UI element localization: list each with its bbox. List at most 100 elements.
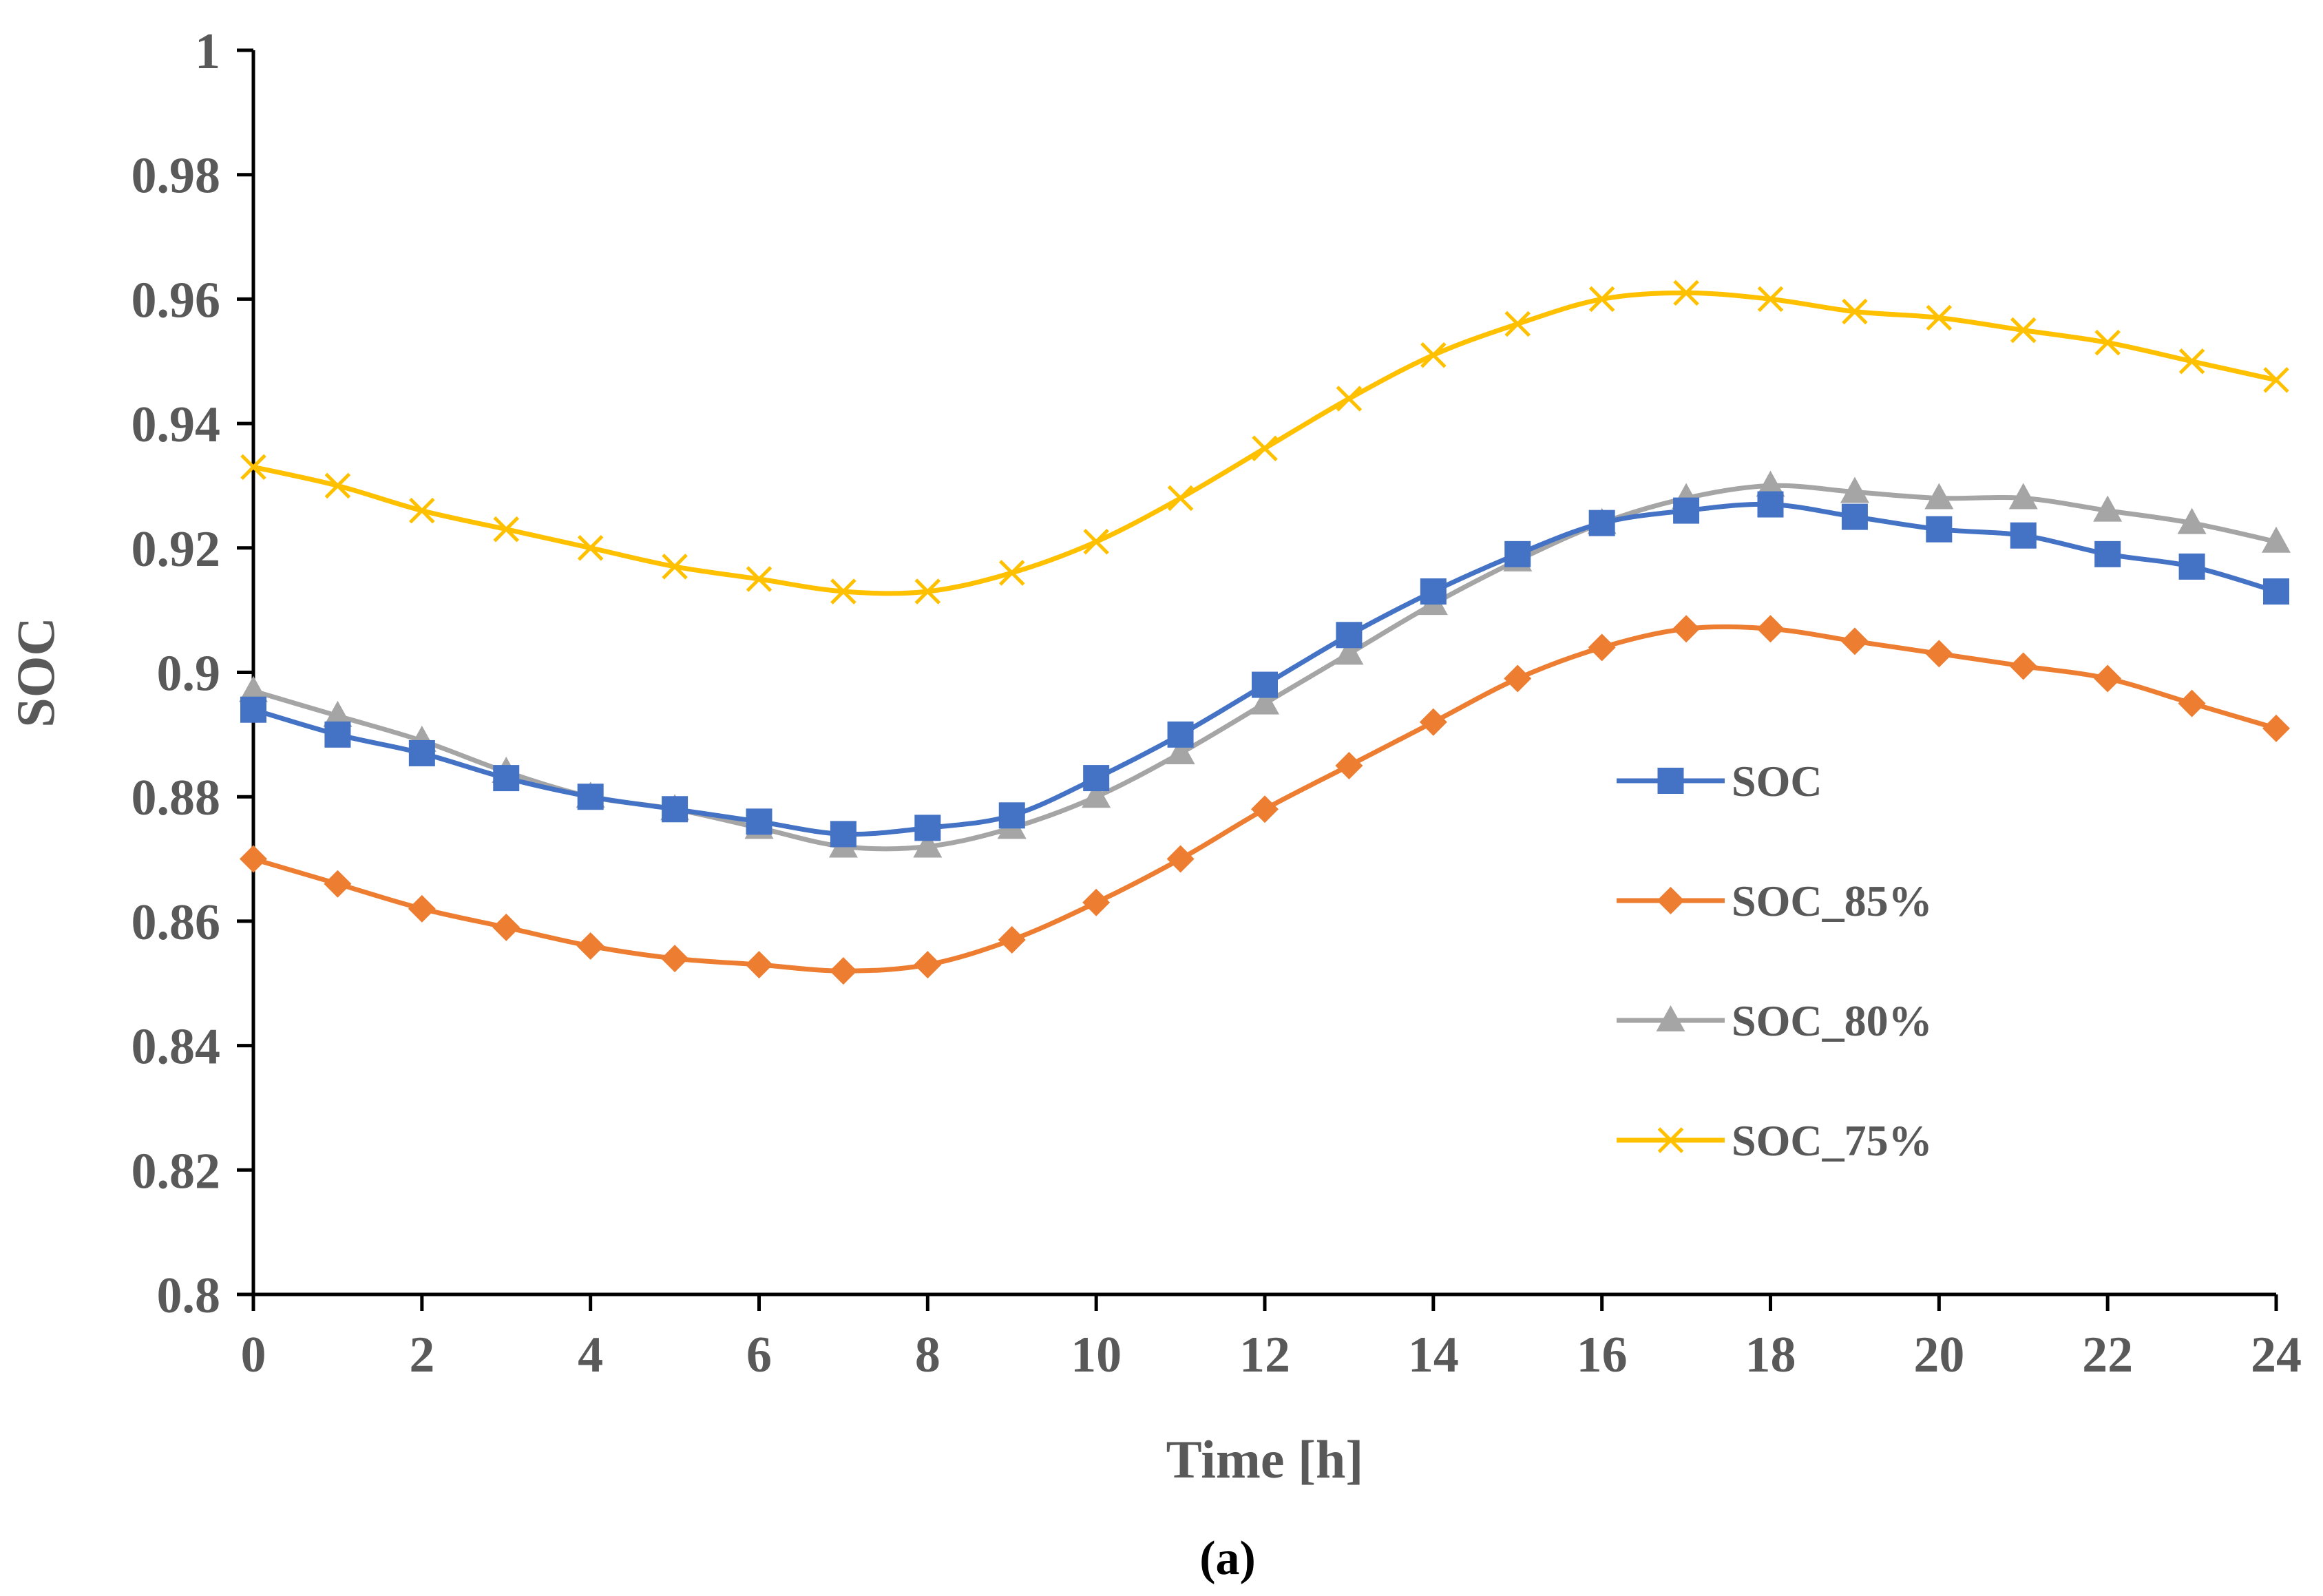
- legend-marker: [1657, 1127, 1684, 1153]
- y-tick-label: 0.84: [132, 1019, 221, 1075]
- data-point-soc-75: [1083, 528, 1109, 555]
- data-point-soc-75: [493, 516, 520, 543]
- figure-caption: (a): [1199, 1532, 1256, 1585]
- data-point-soc: [1252, 671, 1278, 698]
- legend-item-soc: SOC: [1617, 757, 1822, 806]
- data-point-soc-75: [2178, 348, 2205, 375]
- legend: SOC SOC_85% SOC_80% SOC_75%: [1617, 757, 1933, 1165]
- legend-label: SOC_85%: [1732, 876, 1933, 925]
- data-point-soc-80: [1166, 737, 1195, 764]
- series-soc: [240, 491, 2289, 848]
- data-point-soc: [1588, 510, 1615, 536]
- data-point-soc: [914, 815, 941, 841]
- data-point-soc-80: [1924, 483, 1954, 510]
- data-point-soc-85: [240, 845, 267, 873]
- data-point-soc-75: [409, 497, 435, 524]
- data-point-soc-75: [1252, 435, 1278, 462]
- data-point-soc-75: [1842, 298, 1868, 325]
- x-tick-label: 2: [409, 1327, 434, 1383]
- legend-marker: [1657, 768, 1684, 794]
- data-point-soc-80: [1250, 688, 1279, 715]
- series-line-soc: [253, 501, 2277, 837]
- data-point-soc: [240, 696, 266, 723]
- data-point-soc: [1841, 503, 1868, 530]
- data-point-soc-75: [240, 454, 266, 481]
- y-tick-label: 1: [195, 23, 220, 80]
- y-axis-title: SOC: [6, 617, 65, 727]
- data-point-soc-85: [998, 926, 1026, 954]
- legend-label: SOC_80%: [1732, 996, 1933, 1045]
- data-point-soc: [2094, 540, 2121, 567]
- data-point-soc: [1926, 516, 1953, 543]
- data-point-soc-75: [2094, 329, 2121, 356]
- data-point-soc-75: [1926, 304, 1953, 331]
- data-point-soc-80: [2262, 526, 2291, 553]
- data-point-soc-80: [2093, 495, 2123, 522]
- data-point-soc-85: [2262, 714, 2290, 742]
- data-point-soc: [1504, 540, 1531, 567]
- data-point-soc-85: [1672, 615, 1701, 643]
- data-point-soc-80: [1334, 638, 1364, 665]
- y-tick-label: 0.8: [157, 1268, 221, 1324]
- data-point-soc-75: [577, 535, 604, 561]
- data-point-soc: [830, 821, 856, 848]
- legend-label: SOC_75%: [1732, 1116, 1933, 1165]
- data-point-soc-75: [1504, 311, 1531, 337]
- x-tick-label: 22: [2082, 1327, 2133, 1383]
- legend-item-soc-80: SOC_80%: [1617, 996, 1933, 1045]
- data-point-soc: [2178, 553, 2205, 580]
- data-point-soc: [408, 739, 435, 766]
- legend-label: SOC: [1732, 757, 1822, 806]
- data-point-soc-85: [1840, 627, 1869, 655]
- data-point-soc: [662, 796, 689, 823]
- x-tick-label: 10: [1071, 1327, 1122, 1383]
- legend-item-soc-85: SOC_85%: [1617, 876, 1933, 925]
- data-point-soc-75: [662, 554, 688, 580]
- legend-marker: [1656, 1005, 1685, 1031]
- data-point-soc: [1083, 765, 1110, 792]
- data-point-soc-80: [2177, 507, 2207, 534]
- data-point-soc-75: [1673, 280, 1699, 306]
- data-point-soc-85: [2094, 664, 2122, 693]
- data-point-soc-85: [492, 913, 521, 941]
- series-soc-85: [240, 615, 2290, 985]
- data-point-soc: [746, 808, 772, 835]
- data-point-soc-85: [914, 951, 942, 979]
- data-point-soc: [1757, 491, 1784, 518]
- data-point-soc-85: [408, 894, 436, 923]
- axes: 0.80.820.840.860.880.90.920.940.960.9810…: [132, 23, 2302, 1383]
- data-point-soc-85: [324, 870, 352, 898]
- data-point-soc-75: [1588, 286, 1615, 313]
- y-tick-label: 0.88: [132, 770, 221, 826]
- data-point-soc-75: [1336, 386, 1363, 412]
- data-point-soc-80: [1840, 476, 1869, 503]
- data-point-soc-80: [1082, 781, 1111, 808]
- y-tick-label: 0.86: [132, 894, 221, 951]
- data-point-soc-85: [1925, 640, 1953, 668]
- data-point-soc-75: [1757, 286, 1784, 313]
- data-point-soc-85: [1419, 708, 1447, 736]
- x-axis-title: Time [h]: [1166, 1429, 1364, 1489]
- legend-marker: [1657, 887, 1685, 914]
- data-point-soc-75: [2010, 317, 2037, 344]
- data-point-soc-85: [1335, 752, 1363, 780]
- x-tick-label: 0: [241, 1327, 266, 1383]
- data-point-soc-85: [1588, 633, 1616, 662]
- data-point-soc-75: [998, 560, 1025, 586]
- data-point-soc-75: [914, 578, 941, 605]
- data-point-soc-80: [1756, 470, 1785, 497]
- data-point-soc: [493, 765, 520, 792]
- data-point-soc-75: [1420, 342, 1447, 368]
- y-tick-label: 0.94: [132, 397, 221, 453]
- y-tick-label: 0.9: [157, 646, 221, 702]
- data-point-soc: [1673, 497, 1700, 524]
- data-point-soc-85: [661, 945, 689, 973]
- data-point-soc-75: [830, 578, 856, 605]
- data-point-soc: [1167, 721, 1194, 748]
- x-tick-label: 6: [746, 1327, 772, 1383]
- data-point-soc: [2010, 522, 2037, 549]
- x-tick-label: 18: [1745, 1327, 1796, 1383]
- data-point-soc-85: [1166, 845, 1195, 873]
- data-point-soc-85: [1504, 664, 1532, 693]
- x-tick-label: 20: [1913, 1327, 1964, 1383]
